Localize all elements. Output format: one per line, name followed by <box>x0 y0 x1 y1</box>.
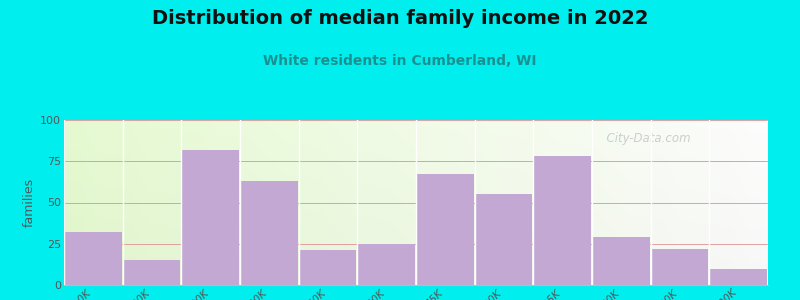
Bar <box>299 250 357 285</box>
Bar <box>241 181 298 285</box>
Bar <box>417 174 474 285</box>
Bar <box>475 194 533 285</box>
Text: Distribution of median family income in 2022: Distribution of median family income in … <box>152 9 648 28</box>
Bar <box>710 268 767 285</box>
Text: White residents in Cumberland, WI: White residents in Cumberland, WI <box>263 54 537 68</box>
Bar <box>651 249 709 285</box>
Bar <box>182 150 239 285</box>
Bar <box>65 232 122 285</box>
Bar <box>534 156 591 285</box>
Bar <box>593 237 650 285</box>
Y-axis label: families: families <box>23 178 36 227</box>
Bar <box>123 260 181 285</box>
Text: City-Data.com: City-Data.com <box>599 131 690 145</box>
Bar <box>358 244 415 285</box>
